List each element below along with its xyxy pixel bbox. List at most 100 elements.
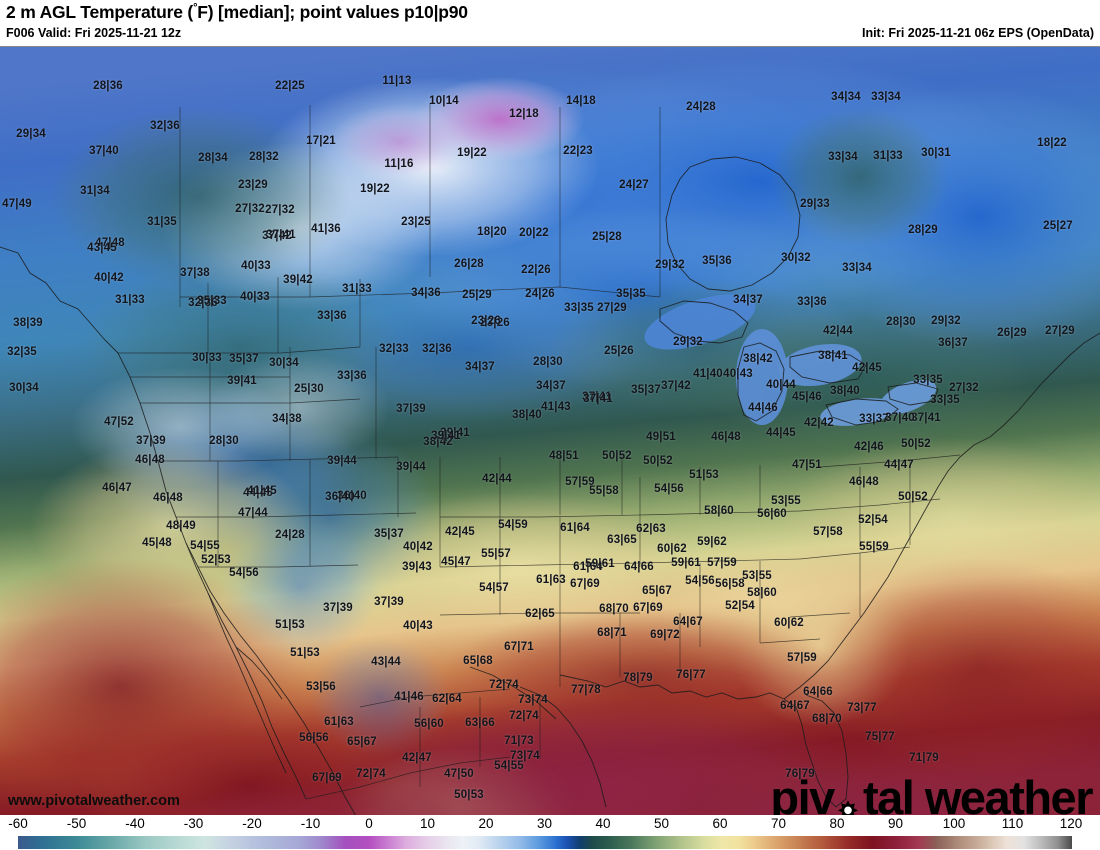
point-value-label: 42|45	[445, 526, 475, 538]
colorbar-segment	[608, 836, 633, 849]
point-value-label: 41|40	[693, 368, 723, 380]
point-value-label: 68|71	[597, 627, 627, 639]
colorbar-gradient	[18, 836, 1072, 849]
point-value-label: 54|57	[479, 582, 509, 594]
point-value-label: 65|67	[642, 585, 672, 597]
point-value-label: 67|69	[312, 772, 342, 784]
point-value-label: 39|41	[431, 430, 461, 442]
point-value-label: 54|55	[190, 540, 220, 552]
colorbar-segment	[111, 836, 148, 849]
colorbar-segment	[632, 836, 657, 849]
point-value-label: 32|33	[379, 343, 409, 355]
point-value-label: 40|43	[403, 620, 433, 632]
point-value-label: 35|35	[616, 288, 646, 300]
point-value-label: 28|30	[886, 316, 916, 328]
point-value-label: 12|18	[509, 108, 539, 120]
point-value-label: 35|33	[197, 295, 227, 307]
colorbar-segment	[480, 836, 499, 849]
colorbar[interactable]: -60 -50 -40 -30 -20 -10 0 10 20 30 40 50 60 70 80 90 100…	[0, 815, 1100, 850]
point-value-label: 36|37	[938, 337, 968, 349]
colorbar-segment	[567, 836, 581, 849]
point-value-label: 52|53	[201, 554, 231, 566]
point-value-label: 44|45	[766, 427, 796, 439]
point-value-label: 32|36	[150, 120, 180, 132]
colorbar-segment	[1041, 836, 1060, 849]
point-value-label: 68|70	[812, 713, 842, 725]
colorbar-segment	[322, 836, 347, 849]
colorbar-segment	[1059, 836, 1072, 849]
point-value-label: 64|66	[803, 686, 833, 698]
point-value-label: 47|48	[95, 237, 125, 249]
point-value-label: 46|48	[153, 492, 183, 504]
point-value-label: 46|47	[102, 482, 132, 494]
colorbar-segment	[386, 836, 405, 849]
colorbar-segment	[579, 836, 592, 849]
point-value-label: 34|36	[411, 287, 441, 299]
colorbar-segment	[263, 836, 300, 849]
colorbar-tick: 110	[1001, 816, 1024, 831]
point-value-label: 63|66	[465, 717, 495, 729]
map-viewport[interactable]: 28|36 29|34 32|36 37|40 28|34 28|32 23|29 31|34…	[0, 46, 1100, 815]
colorbar-segment	[918, 836, 938, 849]
colorbar-segment	[954, 836, 973, 849]
colorbar-segment	[521, 836, 540, 849]
point-value-label: 31|33	[115, 294, 145, 306]
colorbar-tick: -10	[300, 816, 321, 831]
point-value-label: 29|32	[655, 259, 685, 271]
point-value-label: 29|32	[931, 315, 961, 327]
point-value-label: 24|26	[525, 288, 555, 300]
point-value-label: 54|56	[229, 567, 259, 579]
point-value-label: 40|33	[241, 260, 271, 272]
point-value-label: 56|58	[715, 578, 745, 590]
point-value-label: 75|77	[865, 731, 895, 743]
point-value-label: 26|29	[997, 327, 1027, 339]
point-value-label: 18|22	[1037, 137, 1067, 149]
point-value-label: 38|42	[743, 353, 773, 365]
point-value-label: 32|36	[422, 343, 452, 355]
colorbar-tick: -50	[66, 816, 87, 831]
colorbar-segment	[298, 836, 323, 849]
point-value-label: 33|36	[337, 370, 367, 382]
colorbar-segment	[445, 836, 464, 849]
point-value-label: 57|58	[813, 526, 843, 538]
point-value-label: 42|45	[852, 362, 882, 374]
point-value-label: 71|73	[504, 735, 534, 747]
colorbar-segment	[369, 836, 388, 849]
point-value-label: 30|33	[192, 352, 222, 364]
colorbar-tick: 50	[653, 816, 670, 831]
point-value-label: 28|34	[198, 152, 228, 164]
point-value-label: 30|34	[9, 382, 39, 394]
point-value-label: 35|36	[702, 255, 732, 267]
colorbar-segment	[971, 836, 990, 849]
point-value-label: 46|48	[711, 431, 741, 443]
colorbar-segment	[146, 836, 183, 849]
point-value-label: 33|35	[564, 302, 594, 314]
point-value-label: 37|40	[89, 145, 119, 157]
point-value-label: 24|28	[275, 529, 305, 541]
point-value-label: 43|45	[87, 242, 117, 254]
point-value-label: 22|26	[521, 264, 551, 276]
point-value-label: 45|48	[142, 537, 172, 549]
point-value-label: 57|59	[787, 652, 817, 664]
point-value-label: 29|32	[673, 336, 703, 348]
point-value-label: 44|47	[884, 459, 914, 471]
colorbar-segment	[895, 836, 920, 849]
point-value-label: 64|67	[780, 700, 810, 712]
point-value-label: 54|59	[498, 519, 528, 531]
point-value-label: 33|36	[797, 296, 827, 308]
point-value-label: 60|62	[657, 543, 687, 555]
colorbar-segment	[655, 836, 680, 849]
point-value-label: 35|37	[229, 353, 259, 365]
point-value-label: 37|41	[266, 229, 296, 241]
point-value-label: 39|43	[402, 561, 432, 573]
point-value-label: 34|37	[465, 361, 495, 373]
colorbar-tick: 120	[1059, 816, 1083, 831]
colorbar-tick: -30	[183, 816, 204, 831]
colorbar-tick-labels: -60 -50 -40 -30 -20 -10 0 10 20 30 40 50 60 70 80 90 100…	[0, 815, 1100, 835]
colorbar-segment	[825, 836, 850, 849]
point-value-label: 53|56	[306, 681, 336, 693]
site-url-watermark: www.pivotalweather.com	[8, 793, 180, 809]
point-value-label: 48|49	[166, 520, 196, 532]
point-value-label: 67|71	[504, 641, 534, 653]
